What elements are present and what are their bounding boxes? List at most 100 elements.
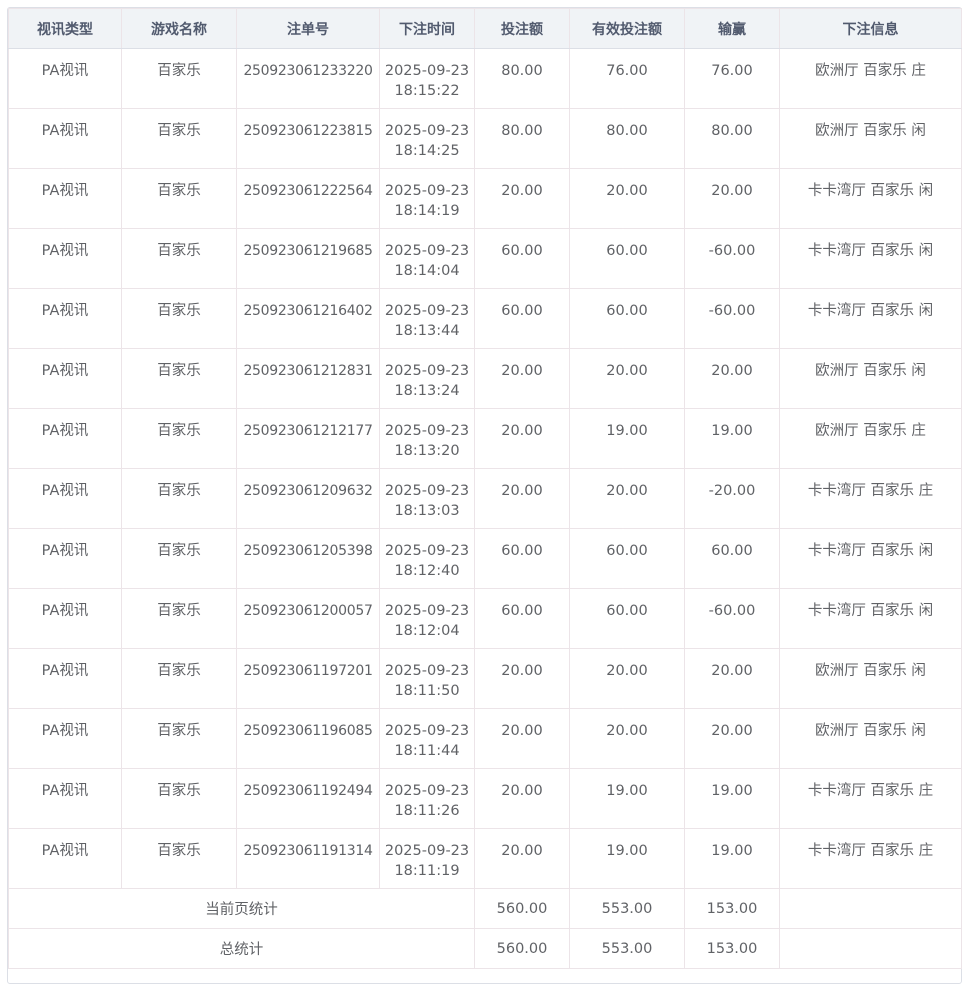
cell-text: PA视讯	[41, 183, 89, 199]
cell-bet-time: 2025-09-23 18:14:25	[379, 108, 475, 169]
table-row: PA视讯 百家乐 250923061222564 2025-09-23 18:14:19…	[8, 168, 962, 229]
cell-text: 20.00	[606, 723, 648, 739]
table-row: PA视讯 百家乐 250923061196085 2025-09-23 18:11:44…	[8, 708, 962, 769]
cell-bet-amount: 20.00	[474, 168, 570, 229]
cell-text: 76.00	[606, 63, 648, 79]
summary-row: 当前页统计 560.00 553.00 153.00	[8, 888, 962, 929]
cell-order-id: 250923061223815	[236, 108, 380, 169]
cell-video-type: PA视讯	[8, 288, 122, 349]
cell-text: 80.00	[501, 123, 543, 139]
cell-bet-time: 2025-09-23 18:12:04	[379, 588, 475, 649]
table-row: PA视讯 百家乐 250923061216402 2025-09-23 18:13:44…	[8, 288, 962, 349]
cell-valid-bet: 20.00	[569, 468, 685, 529]
cell-text: 百家乐	[157, 843, 201, 859]
cell-bet-time: 2025-09-23 18:11:44	[379, 708, 475, 769]
cell-valid-bet: 60.00	[569, 588, 685, 649]
cell-text: 80.00	[501, 63, 543, 79]
cell-text: 250923061216402	[243, 303, 373, 319]
cell-game-name: 百家乐	[121, 468, 237, 529]
cell-text: 20.00	[501, 183, 543, 199]
cell-text: 19.00	[606, 783, 648, 799]
column-header: 有效投注额	[569, 8, 685, 49]
cell-text: 60.00	[501, 603, 543, 619]
cell-game-name: 百家乐	[121, 48, 237, 109]
cell-video-type: PA视讯	[8, 228, 122, 289]
summary-valid: 553.00	[569, 928, 685, 969]
cell-bet-amount: 20.00	[474, 648, 570, 709]
cell-video-type: PA视讯	[8, 828, 122, 889]
cell-text: 18:13:24	[394, 383, 460, 399]
cell-text: 百家乐	[157, 663, 201, 679]
cell-bet-info: 卡卡湾厅 百家乐 庄	[779, 468, 962, 529]
summary-empty	[779, 888, 962, 929]
table-row: PA视讯 百家乐 250923061205398 2025-09-23 18:12:40…	[8, 528, 962, 589]
cell-text: PA视讯	[41, 123, 89, 139]
cell-text: 18:12:40	[394, 563, 460, 579]
summary-valid: 553.00	[569, 888, 685, 929]
cell-bet-amount: 60.00	[474, 288, 570, 349]
cell-bet-info: 卡卡湾厅 百家乐 闲	[779, 228, 962, 289]
cell-game-name: 百家乐	[121, 108, 237, 169]
cell-win-loss: 20.00	[684, 348, 780, 409]
cell-text: 2025-09-23	[384, 63, 470, 79]
cell-text: 60.00	[606, 543, 648, 559]
cell-text: 百家乐	[157, 423, 201, 439]
cell-video-type: PA视讯	[8, 768, 122, 829]
cell-win-loss: -60.00	[684, 228, 780, 289]
cell-game-name: 百家乐	[121, 348, 237, 409]
column-header: 投注额	[474, 8, 570, 49]
cell-text: 250923061209632	[243, 483, 373, 499]
table-row: PA视讯 百家乐 250923061212831 2025-09-23 18:13:24…	[8, 348, 962, 409]
cell-text: 百家乐	[157, 723, 201, 739]
cell-text: 20.00	[501, 843, 543, 859]
column-header: 下注信息	[779, 8, 962, 49]
cell-order-id: 250923061191314	[236, 828, 380, 889]
cell-order-id: 250923061216402	[236, 288, 380, 349]
cell-text: 2025-09-23	[384, 663, 470, 679]
cell-valid-bet: 19.00	[569, 408, 685, 469]
cell-bet-amount: 20.00	[474, 768, 570, 829]
cell-text: 250923061205398	[243, 543, 373, 559]
cell-text: -60.00	[708, 603, 756, 619]
cell-text: 60.00	[501, 243, 543, 259]
cell-text: 百家乐	[157, 303, 201, 319]
cell-game-name: 百家乐	[121, 528, 237, 589]
cell-text: 百家乐	[157, 483, 201, 499]
cell-text: -60.00	[708, 243, 756, 259]
table-row: PA视讯 百家乐 250923061219685 2025-09-23 18:14:04…	[8, 228, 962, 289]
cell-text: PA视讯	[41, 483, 89, 499]
table-row: PA视讯 百家乐 250923061212177 2025-09-23 18:13:20…	[8, 408, 962, 469]
cell-video-type: PA视讯	[8, 648, 122, 709]
cell-text: 250923061219685	[243, 243, 373, 259]
cell-game-name: 百家乐	[121, 168, 237, 229]
cell-bet-time: 2025-09-23 18:15:22	[379, 48, 475, 109]
table-row: PA视讯 百家乐 250923061197201 2025-09-23 18:11:50…	[8, 648, 962, 709]
cell-game-name: 百家乐	[121, 828, 237, 889]
cell-text: 19.00	[711, 843, 753, 859]
cell-text: 18:11:26	[394, 803, 460, 819]
cell-text: 2025-09-23	[384, 603, 470, 619]
cell-text: 20.00	[606, 363, 648, 379]
cell-text: 20.00	[501, 663, 543, 679]
cell-text: 19.00	[606, 423, 648, 439]
cell-text: 250923061197201	[243, 663, 373, 679]
cell-bet-time: 2025-09-23 18:12:40	[379, 528, 475, 589]
cell-text: 18:15:22	[394, 83, 460, 99]
cell-bet-info: 欧洲厅 百家乐 闲	[779, 708, 962, 769]
cell-text: 卡卡湾厅 百家乐 庄	[807, 483, 934, 499]
cell-text: 百家乐	[157, 783, 201, 799]
summary-label: 总统计	[8, 928, 475, 969]
cell-bet-time: 2025-09-23 18:13:20	[379, 408, 475, 469]
cell-bet-info: 欧洲厅 百家乐 闲	[779, 108, 962, 169]
cell-text: 20.00	[501, 423, 543, 439]
column-header: 注单号	[236, 8, 380, 49]
table-frame	[7, 7, 962, 984]
cell-valid-bet: 60.00	[569, 228, 685, 289]
cell-text: PA视讯	[41, 723, 89, 739]
summary-win: 153.00	[684, 888, 780, 929]
cell-bet-time: 2025-09-23 18:11:50	[379, 648, 475, 709]
cell-order-id: 250923061233220	[236, 48, 380, 109]
table-row: PA视讯 百家乐 250923061191314 2025-09-23 18:11:19…	[8, 828, 962, 889]
cell-video-type: PA视讯	[8, 168, 122, 229]
cell-text: 19.00	[606, 843, 648, 859]
